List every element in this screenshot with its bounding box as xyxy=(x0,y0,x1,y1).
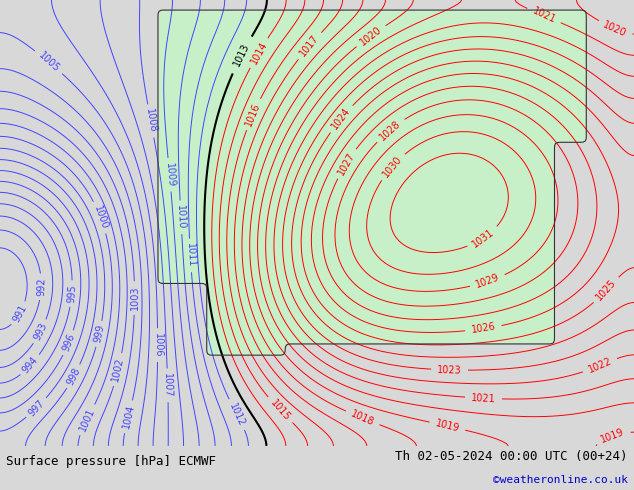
Text: 1028: 1028 xyxy=(378,118,403,142)
Text: 995: 995 xyxy=(66,284,77,303)
Text: 1001: 1001 xyxy=(77,407,96,433)
Text: 991: 991 xyxy=(11,303,29,324)
Text: 1003: 1003 xyxy=(129,286,139,310)
Text: 1021: 1021 xyxy=(531,6,557,25)
Text: 1014: 1014 xyxy=(249,40,269,66)
Text: 996: 996 xyxy=(61,332,77,353)
Text: 1022: 1022 xyxy=(586,356,614,375)
Text: 997: 997 xyxy=(27,398,46,418)
Text: 1021: 1021 xyxy=(471,392,496,404)
Text: 1017: 1017 xyxy=(298,33,321,58)
Text: 1030: 1030 xyxy=(380,154,404,179)
Text: 1005: 1005 xyxy=(36,50,61,74)
Text: 1000: 1000 xyxy=(92,204,109,231)
Text: 1027: 1027 xyxy=(336,150,357,177)
Text: 999: 999 xyxy=(93,324,106,344)
Text: 1024: 1024 xyxy=(330,106,353,132)
Text: 1007: 1007 xyxy=(162,373,173,398)
Text: 992: 992 xyxy=(36,277,46,296)
Text: 993: 993 xyxy=(32,321,49,342)
Text: 1020: 1020 xyxy=(358,24,384,48)
Text: 998: 998 xyxy=(65,366,82,387)
Text: 1012: 1012 xyxy=(227,401,247,428)
Text: 1008: 1008 xyxy=(144,108,158,134)
Text: 1010: 1010 xyxy=(176,205,186,230)
Text: 1006: 1006 xyxy=(153,333,162,357)
Text: 1019: 1019 xyxy=(434,418,460,434)
Text: 1029: 1029 xyxy=(474,272,501,290)
Text: 1025: 1025 xyxy=(595,277,618,303)
Text: 1009: 1009 xyxy=(164,162,176,187)
Text: Surface pressure [hPa] ECMWF: Surface pressure [hPa] ECMWF xyxy=(6,455,216,468)
Text: 1018: 1018 xyxy=(349,409,376,428)
Text: 1004: 1004 xyxy=(121,404,136,430)
Text: ©weatheronline.co.uk: ©weatheronline.co.uk xyxy=(493,475,628,485)
Text: 1019: 1019 xyxy=(600,427,626,445)
Text: 1016: 1016 xyxy=(244,101,262,127)
Text: 1013: 1013 xyxy=(232,42,252,68)
Text: 1026: 1026 xyxy=(470,322,496,336)
Text: 1015: 1015 xyxy=(268,397,292,422)
Text: 1002: 1002 xyxy=(110,357,126,383)
Text: 994: 994 xyxy=(21,355,41,375)
Text: 1011: 1011 xyxy=(184,243,196,268)
Text: Th 02-05-2024 00:00 UTC (00+24): Th 02-05-2024 00:00 UTC (00+24) xyxy=(395,450,628,463)
Text: 1031: 1031 xyxy=(470,227,496,249)
Text: 1023: 1023 xyxy=(437,365,462,375)
Text: 1020: 1020 xyxy=(602,20,628,39)
